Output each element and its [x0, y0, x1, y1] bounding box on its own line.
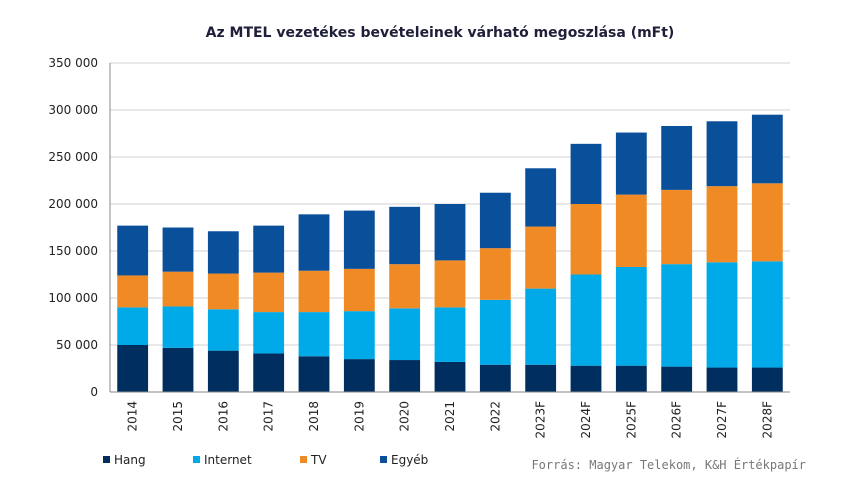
bar-segment-egyéb [162, 227, 194, 272]
bar-segment-internet [751, 261, 783, 368]
y-tick-label: 150 000 [48, 244, 98, 258]
bar-segment-egyéb [751, 114, 783, 184]
chart-title: Az MTEL vezetékes bevételeinek várható m… [206, 25, 675, 41]
legend-label-hang: Hang [114, 453, 146, 467]
bar-segment-hang [706, 367, 738, 392]
bar-segment-tv [525, 226, 557, 289]
bar-segment-hang [570, 365, 602, 392]
bar-segment-internet [298, 312, 330, 357]
bar-segment-tv [207, 273, 239, 310]
bar-segment-internet [117, 307, 149, 345]
bar-segment-egyéb [298, 214, 330, 271]
bar-segment-hang [207, 350, 239, 392]
x-axis-ticks: 2014 2015 2016 2017 2018 2019 2020 2021 2022 2023… [126, 401, 775, 439]
bar-segment-tv [117, 275, 149, 308]
bar-segment-tv [389, 264, 421, 309]
bar-segment-internet [389, 308, 421, 361]
y-tick-label: 350 000 [48, 56, 98, 70]
bar-segment-egyéb [570, 143, 602, 204]
x-tick-label: 2019 [352, 401, 366, 432]
bar-segment-internet [479, 299, 511, 365]
bar-segment-internet [615, 266, 647, 366]
bar-segment-egyéb [434, 204, 466, 261]
legend-swatch-hang [103, 456, 110, 463]
bar-segment-internet [253, 312, 285, 354]
y-tick-label: 50 000 [56, 338, 98, 352]
bar-segment-egyéb [389, 206, 421, 265]
source-note: Forrás: Magyar Telekom, K&H Értékpapír [531, 457, 806, 472]
legend-swatch-egyéb [380, 456, 387, 463]
bar-segment-egyéb [117, 225, 149, 276]
bar-segment-hang [615, 365, 647, 392]
bar-segment-tv [570, 204, 602, 275]
legend-swatch-internet [193, 456, 200, 463]
bar-segment-hang [253, 353, 285, 392]
bar-segment-tv [253, 272, 285, 313]
axes [109, 63, 790, 393]
bar-segment-internet [525, 288, 557, 365]
bars [117, 114, 783, 392]
bar-segment-egyéb [661, 125, 693, 190]
bar-segment-hang [661, 366, 693, 392]
x-tick-label: 2023F [534, 401, 548, 439]
bar-segment-tv [661, 189, 693, 265]
bar-segment-hang [117, 345, 149, 392]
bar-segment-internet [162, 306, 194, 348]
bar-segment-internet [661, 264, 693, 367]
bar-segment-tv [615, 194, 647, 267]
bar-segment-tv [479, 248, 511, 300]
bar-segment-tv [706, 186, 738, 263]
legend: Hang Internet TV Egyéb [103, 453, 428, 467]
x-tick-label: 2014 [126, 401, 140, 432]
bar-segment-tv [434, 260, 466, 308]
bar-segment-hang [162, 347, 194, 392]
bar-segment-egyéb [525, 168, 557, 227]
bar-segment-egyéb [615, 132, 647, 195]
x-tick-label: 2026F [670, 401, 684, 439]
bar-segment-internet [706, 262, 738, 368]
x-tick-label: 2021 [443, 401, 457, 432]
bar-segment-tv [298, 270, 330, 313]
y-axis-ticks: 0 50 000 100 000 150 000 200 000 250 000 300 0… [48, 56, 98, 399]
bar-segment-hang [298, 356, 330, 392]
legend-swatch-tv [300, 456, 307, 463]
bar-segment-hang [343, 359, 375, 392]
x-tick-label: 2015 [171, 401, 185, 432]
legend-label-tv: TV [310, 453, 327, 467]
y-tick-label: 300 000 [48, 103, 98, 117]
bar-segment-egyéb [706, 121, 738, 187]
x-tick-label: 2024F [579, 401, 593, 439]
bar-segment-internet [343, 311, 375, 360]
bar-segment-egyéb [253, 225, 285, 273]
y-tick-label: 100 000 [48, 291, 98, 305]
x-tick-label: 2020 [398, 401, 412, 432]
y-tick-label: 200 000 [48, 197, 98, 211]
bar-segment-hang [434, 361, 466, 392]
x-tick-label: 2017 [262, 401, 276, 432]
bar-segment-hang [525, 364, 557, 392]
x-tick-label: 2028F [760, 401, 774, 439]
bar-segment-internet [434, 307, 466, 362]
bar-segment-egyéb [207, 231, 239, 274]
bar-segment-internet [570, 274, 602, 366]
bar-segment-hang [389, 360, 421, 392]
bar-segment-egyéb [479, 192, 511, 249]
bar-segment-hang [751, 367, 783, 392]
legend-label-egyéb: Egyéb [391, 453, 428, 467]
legend-label-internet: Internet [204, 453, 252, 467]
bar-segment-egyéb [343, 210, 375, 269]
y-tick-label: 250 000 [48, 150, 98, 164]
bar-segment-tv [343, 268, 375, 312]
y-tick-label: 0 [90, 385, 98, 399]
bar-segment-hang [479, 364, 511, 392]
bar-segment-tv [162, 271, 194, 307]
x-tick-label: 2022 [488, 401, 502, 432]
x-tick-label: 2025F [624, 401, 638, 439]
bar-segment-tv [751, 183, 783, 262]
x-tick-label: 2027F [715, 401, 729, 439]
x-tick-label: 2018 [307, 401, 321, 432]
bar-segment-internet [207, 309, 239, 351]
x-tick-label: 2016 [216, 401, 230, 432]
